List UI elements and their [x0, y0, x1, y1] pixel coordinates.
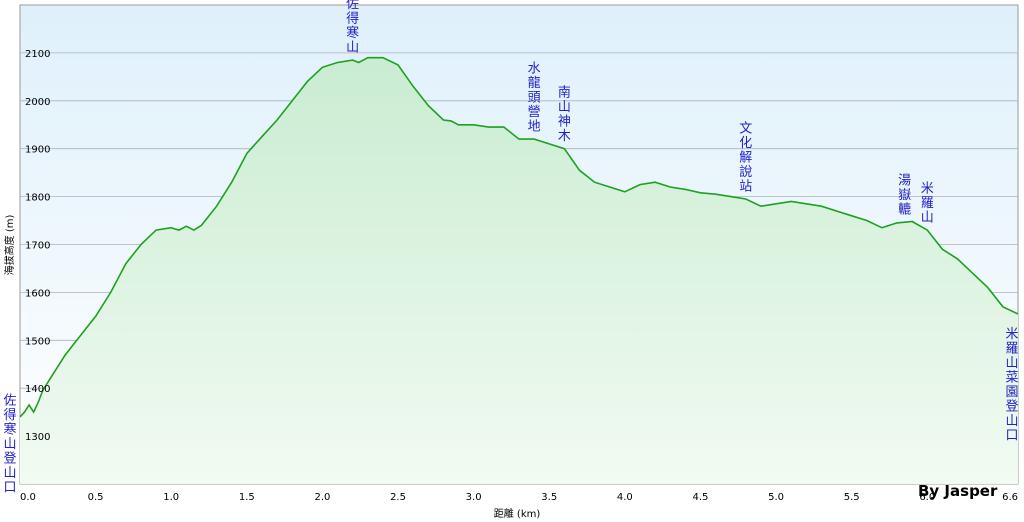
y-tick-label: 1400	[25, 384, 50, 395]
x-tick-label: 1.5	[239, 492, 255, 503]
x-tick-label: 3.5	[541, 492, 557, 503]
x-tick-label: 5.5	[844, 492, 860, 503]
y-axis-title: 海拔高度 (m)	[3, 215, 16, 276]
waypoint-label: 米羅山	[921, 182, 934, 226]
x-tick-label: 4.0	[617, 492, 633, 503]
y-tick-label: 1300	[25, 432, 50, 443]
author-credit: By Jasper	[918, 482, 998, 500]
y-tick-label: 1800	[25, 193, 50, 204]
y-axis-ticks: 1300 1400 1500 1600 1700 1800 1900 2000 2100	[25, 49, 50, 443]
elevation-line	[19, 56, 1019, 418]
waypoint-label: 南山神木	[558, 85, 571, 145]
y-tick-label: 2000	[25, 97, 50, 108]
x-tick-label: 0.0	[20, 492, 36, 503]
y-tick-label: 1500	[25, 336, 50, 347]
waypoint-label: 湯嶽轆	[898, 174, 911, 218]
x-axis-title: 距離 (km)	[494, 507, 541, 520]
y-tick-label: 2100	[25, 49, 50, 60]
y-tick-label: 1900	[25, 145, 50, 156]
x-tick-label: 2.5	[390, 492, 406, 503]
x-tick-label: 4.5	[693, 492, 709, 503]
elevation-area-fill	[20, 57, 1018, 484]
x-tick-label: 5.0	[768, 492, 784, 503]
x-tick-label: 0.5	[88, 492, 104, 503]
x-tick-label: 1.0	[163, 492, 179, 503]
waypoint-label: 佐得寒山登山口	[3, 394, 16, 496]
x-tick-label: 2.0	[314, 492, 330, 503]
waypoint-label: 佐得寒山	[346, 0, 359, 56]
x-tick-label: 6.0	[919, 492, 935, 503]
waypoint-label: 文化解說站	[739, 121, 752, 194]
waypoint-label: 水龍頭營地	[528, 62, 541, 135]
x-tick-label: 3.0	[466, 492, 482, 503]
waypoint-labels: 佐得寒山登山口 佐得寒山水龍頭營地 南山神木文化解說站湯嶽轆米羅山米羅山菜園登山口	[3, 0, 1018, 496]
x-tick-label: 6.6	[1002, 492, 1018, 503]
waypoint-label: 米羅山菜園登山口	[1005, 327, 1018, 444]
y-tick-label: 1600	[25, 288, 50, 299]
y-tick-label: 1700	[25, 241, 50, 252]
x-axis-ticks: 0.0 0.5 1.0 1.5 2.0 2.5 3.0 3.5 4.0 4.5 5.0 5.5 6.0 6…	[20, 492, 1018, 503]
